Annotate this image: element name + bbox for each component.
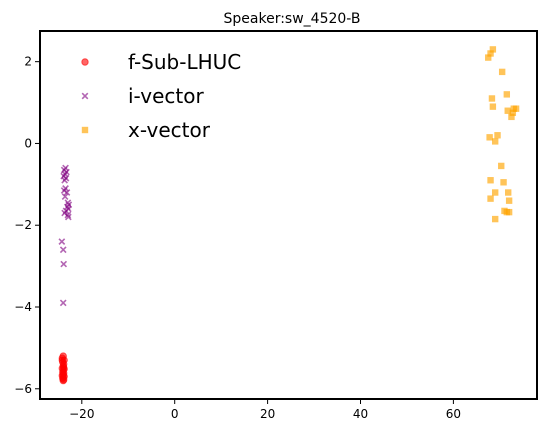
data-point — [492, 216, 498, 222]
data-point — [500, 179, 506, 185]
data-point — [504, 91, 510, 97]
y-tick-label: −2 — [14, 218, 32, 232]
data-point — [59, 357, 65, 363]
data-point — [499, 69, 505, 75]
data-point — [60, 247, 66, 253]
data-point — [59, 239, 65, 245]
legend: f-Sub-LHUC i-vector x-vector — [82, 50, 241, 142]
data-point — [486, 134, 492, 140]
data-point — [498, 163, 504, 169]
plot-frame — [40, 31, 537, 399]
data-point — [60, 377, 66, 383]
data-point — [490, 103, 496, 109]
legend-label: x-vector — [128, 118, 211, 142]
series-circle — [59, 353, 67, 384]
y-tick-label: 0 — [24, 136, 32, 150]
chart-title: Speaker:sw_4520-B — [224, 11, 361, 27]
data-point — [492, 138, 498, 144]
series-x — [59, 165, 72, 306]
legend-marker — [82, 93, 88, 99]
legend-label: i-vector — [128, 84, 204, 108]
x-tick-label: 0 — [171, 407, 179, 421]
data-point — [505, 189, 511, 195]
legend-marker — [82, 127, 88, 133]
legend-label: f-Sub-LHUC — [128, 50, 241, 74]
x-tick-label: 40 — [353, 407, 368, 421]
y-tick-label: −4 — [14, 300, 32, 314]
data-point — [487, 195, 493, 201]
y-tick-label: −6 — [14, 382, 32, 396]
data-point — [494, 132, 500, 138]
data-point — [489, 95, 495, 101]
data-point — [508, 114, 514, 120]
x-tick-label: 60 — [446, 407, 461, 421]
data-point — [506, 209, 512, 215]
data-point — [61, 261, 67, 267]
data-point — [492, 189, 498, 195]
data-point — [487, 177, 493, 183]
series-square — [485, 46, 519, 222]
data-point — [62, 177, 68, 183]
data-point — [506, 197, 512, 203]
data-point — [60, 364, 66, 370]
x-tick-label: −20 — [69, 407, 94, 421]
legend-marker — [82, 59, 88, 65]
data-point — [485, 54, 491, 60]
y-tick-label: 2 — [24, 55, 32, 69]
data-point — [60, 300, 66, 306]
x-tick-label: 20 — [260, 407, 275, 421]
